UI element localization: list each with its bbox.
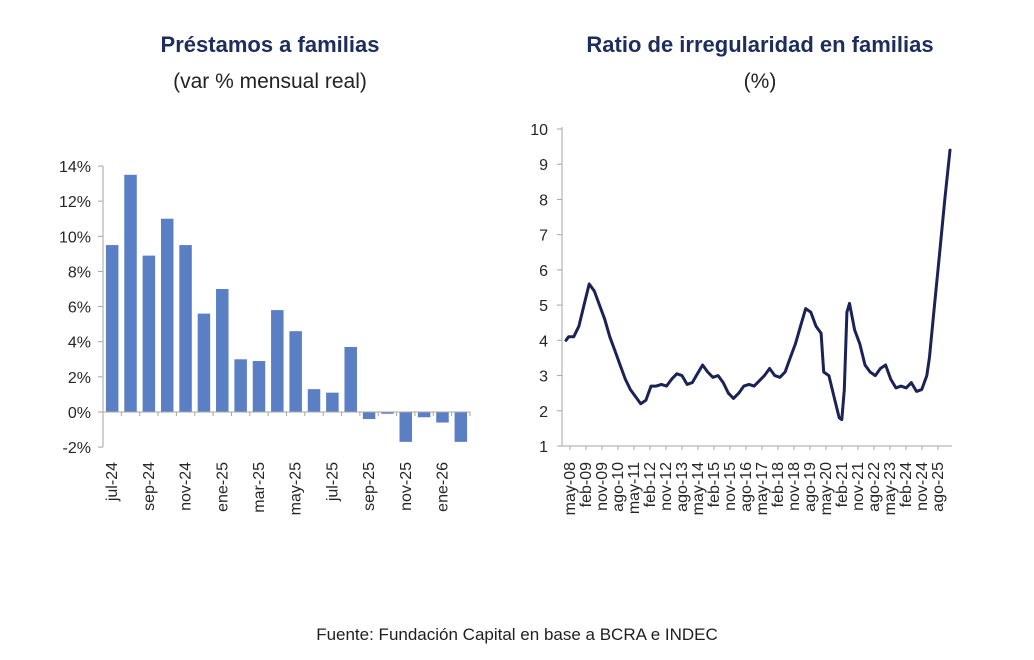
x-tick-label: ago-13 — [674, 462, 691, 512]
x-tick-label: feb-09 — [578, 462, 595, 507]
x-tick-label: nov-24 — [178, 462, 195, 511]
x-tick-label: nov-18 — [786, 462, 803, 511]
bar — [105, 245, 119, 412]
x-tick-label: feb-15 — [706, 462, 723, 507]
bar — [216, 289, 229, 412]
y-tick-label: 3 — [539, 369, 548, 386]
x-tick-label: nov-15 — [722, 462, 739, 511]
x-tick-label: ago-22 — [866, 462, 883, 512]
x-tick-label: nov-21 — [850, 462, 867, 511]
bar — [417, 412, 431, 418]
x-tick-label: nov-24 — [914, 462, 931, 511]
x-tick-label: may-14 — [690, 462, 707, 515]
bar — [234, 359, 247, 412]
y-tick-label: 9 — [539, 157, 548, 174]
bar-chart: 14% 12% 10% 8% 6% 4% 2% 0% -2% jul-24 sep-24 nov-24… — [59, 159, 471, 515]
bar — [271, 310, 284, 412]
y-tick-label: 2 — [539, 404, 548, 421]
x-tick-label: may-20 — [818, 462, 835, 515]
y-tick-label: 4 — [539, 333, 548, 350]
x-tick-label: may-11 — [626, 462, 643, 514]
x-tick-label: jul-24 — [104, 462, 121, 502]
x-tick-label: ago-19 — [802, 462, 819, 512]
bar — [124, 174, 137, 412]
y-tick-label: 2% — [68, 370, 91, 387]
y-tick-label: 1 — [539, 439, 548, 456]
bar — [307, 389, 321, 412]
y-tick-label: 8% — [68, 264, 91, 281]
bar — [381, 412, 394, 414]
source-note: Fuente: Fundación Capital en base a BCRA… — [316, 625, 718, 644]
x-tick-label: nov-12 — [658, 462, 675, 511]
bar — [326, 392, 339, 412]
y-tick-label: 6% — [68, 300, 91, 317]
bar — [399, 412, 413, 442]
y-tick-label: 4% — [68, 335, 91, 352]
bar — [344, 346, 357, 412]
bar — [362, 412, 376, 420]
y-tick-label: 12% — [59, 194, 91, 211]
y-tick-label: 0% — [68, 405, 91, 422]
y-tick-label: 10 — [530, 122, 548, 139]
bar — [252, 361, 266, 412]
left-chart-subtitle: (var % mensual real) — [173, 70, 367, 93]
x-tick-label: mar-25 — [251, 462, 268, 513]
x-tick-label: may-25 — [288, 462, 305, 515]
y-tick-label: 5 — [539, 298, 548, 315]
bar — [197, 313, 211, 412]
y-tick-label: 14% — [59, 159, 91, 176]
x-tick-label: feb-21 — [834, 462, 851, 507]
bar — [160, 218, 174, 412]
x-tick-label: ago-10 — [610, 462, 627, 512]
y-tick-label: 6 — [539, 263, 548, 280]
x-tick-label: jul-25 — [324, 462, 341, 502]
bar — [436, 412, 449, 423]
right-chart-subtitle: (%) — [743, 70, 777, 93]
series-line — [564, 148, 952, 422]
y-tick-label: 7 — [539, 228, 548, 245]
x-tick-label: sep-24 — [141, 462, 158, 511]
bar — [454, 412, 468, 442]
x-tick-label: feb-12 — [642, 462, 659, 507]
x-tick-label: may-23 — [882, 462, 899, 515]
right-chart-title: Ratio de irregularidad en familias — [586, 32, 934, 57]
y-tick-label: 8 — [539, 192, 548, 209]
y-tick-label: -2% — [63, 440, 91, 457]
x-tick-label: ene-26 — [434, 462, 451, 512]
bar — [179, 245, 192, 412]
x-tick-label: ago-25 — [930, 462, 947, 512]
x-tick-label: nov-25 — [398, 462, 415, 511]
x-tick-label: feb-18 — [770, 462, 787, 507]
bar — [142, 255, 156, 412]
x-tick-label: feb-24 — [898, 462, 915, 507]
x-tick-label: may-17 — [754, 462, 771, 515]
y-tick-label: 10% — [59, 229, 91, 246]
x-tick-label: ene-25 — [214, 462, 231, 512]
x-tick-label: sep-25 — [361, 462, 378, 511]
left-chart-title: Préstamos a familias — [160, 32, 380, 57]
x-tick-label: may-08 — [562, 462, 579, 515]
x-tick-label: ago-16 — [738, 462, 755, 512]
bar — [289, 331, 302, 412]
x-tick-label: nov-09 — [594, 462, 611, 511]
